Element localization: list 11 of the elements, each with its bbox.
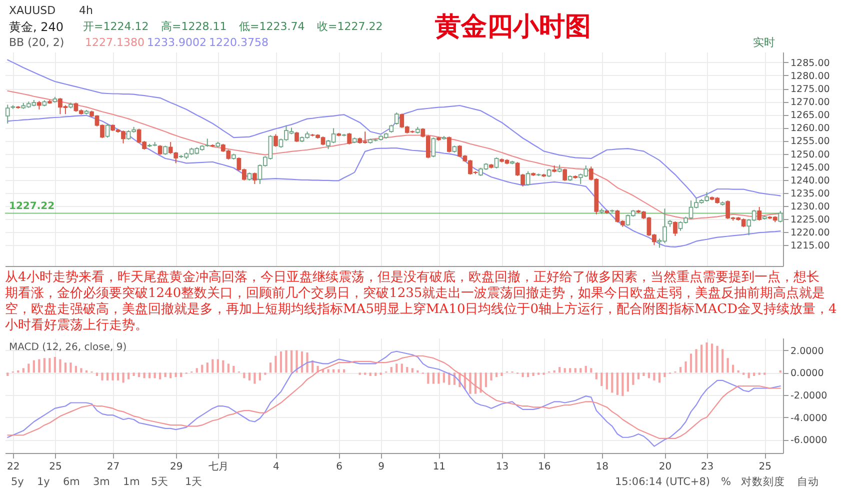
text: 5天 <box>151 476 169 488</box>
text: 6m <box>63 476 80 488</box>
text: 1m <box>123 476 140 488</box>
text: 1y <box>37 476 50 488</box>
text: % <box>721 476 731 488</box>
text: 自动 <box>797 476 819 488</box>
text: 3m <box>93 476 110 488</box>
text: 5y <box>11 476 24 488</box>
text: 对数刻度 <box>741 475 785 488</box>
text: 1天 <box>185 476 203 488</box>
text: 15:06:14 (UTC+8) <box>615 476 710 488</box>
